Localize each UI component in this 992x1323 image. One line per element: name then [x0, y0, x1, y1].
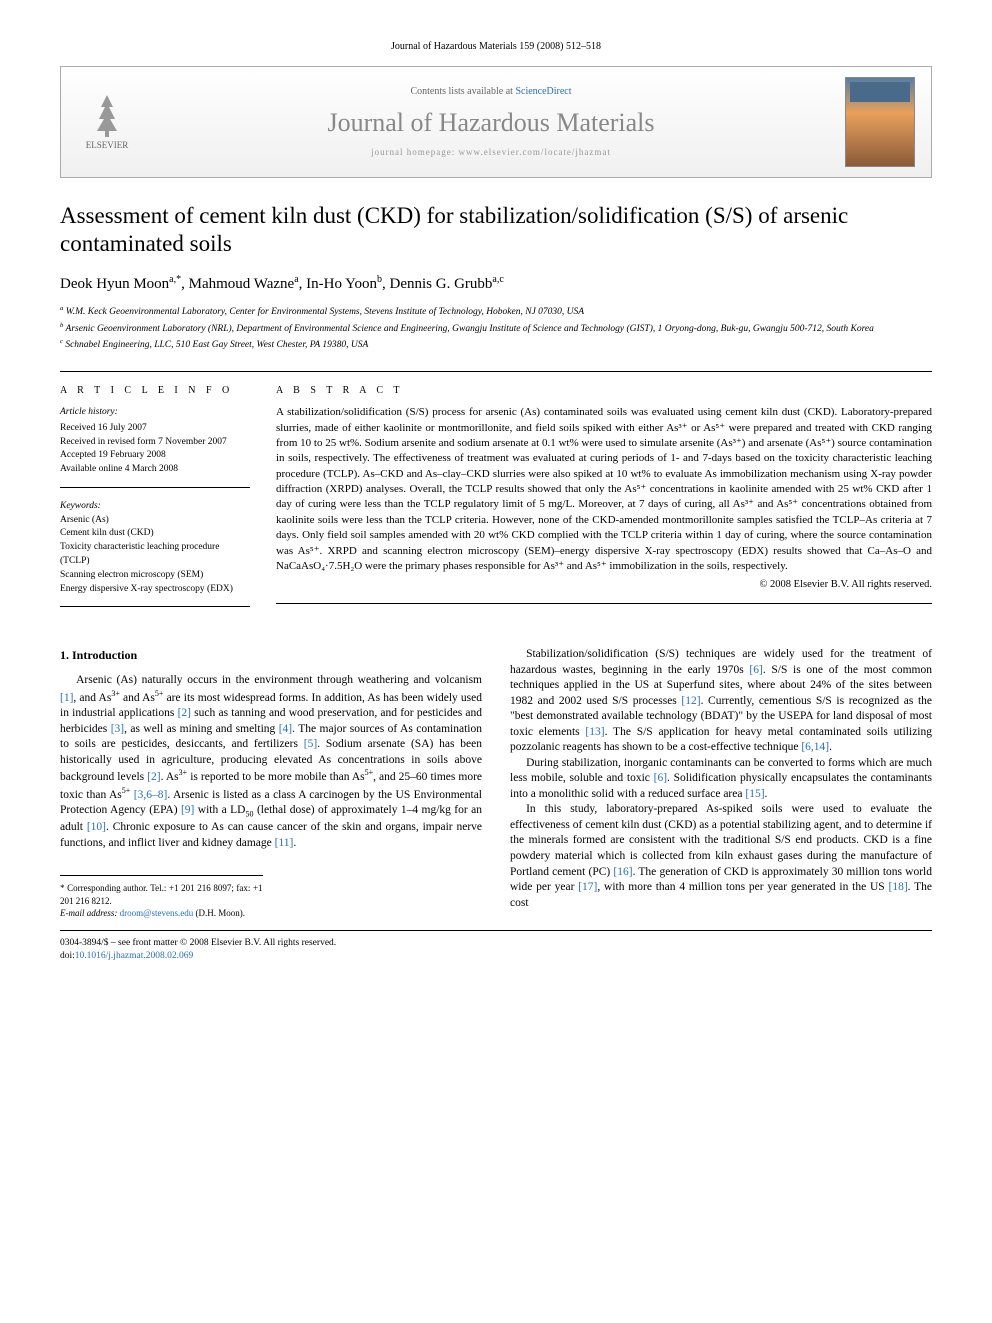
article-title: Assessment of cement kiln dust (CKD) for… [60, 202, 932, 260]
history-revised: Received in revised form 7 November 2007 [60, 436, 250, 450]
history-accepted: Accepted 19 February 2008 [60, 449, 250, 463]
email-line: E-mail address: droom@stevens.edu (D.H. … [60, 907, 263, 920]
abstract-heading: A B S T R A C T [276, 384, 932, 398]
article-history-block: Article history: Received 16 July 2007 R… [60, 406, 250, 488]
contents-prefix: Contents lists available at [410, 86, 515, 97]
journal-cover-thumbnail [845, 77, 915, 167]
body-column-right: Stabilization/solidification (S/S) techn… [510, 647, 932, 920]
elsevier-logo: ELSEVIER [77, 87, 137, 157]
info-abstract-row: A R T I C L E I N F O Article history: R… [60, 371, 932, 620]
ref-link[interactable]: [1] [60, 692, 73, 704]
article-info-heading: A R T I C L E I N F O [60, 384, 250, 399]
contents-banner: ELSEVIER Contents lists available at Sci… [60, 66, 932, 178]
ref-link[interactable]: [11] [275, 837, 294, 849]
header-citation: Journal of Hazardous Materials 159 (2008… [60, 40, 932, 54]
article-info-column: A R T I C L E I N F O Article history: R… [60, 384, 250, 620]
ref-link[interactable]: [13] [585, 726, 604, 738]
ref-link[interactable]: [17] [578, 881, 597, 893]
section-1-heading: 1. Introduction [60, 647, 482, 663]
doi-line: doi:10.1016/j.jhazmat.2008.02.069 [60, 950, 336, 963]
elsevier-tree-icon [87, 91, 127, 139]
keywords-block: Keywords: Arsenic (As) Cement kiln dust … [60, 500, 250, 607]
history-online: Available online 4 March 2008 [60, 463, 250, 477]
ref-link[interactable]: [5] [304, 738, 317, 750]
footer-left: 0304-3894/$ – see front matter © 2008 El… [60, 937, 336, 963]
journal-title: Journal of Hazardous Materials [153, 105, 829, 140]
history-label: Article history: [60, 406, 250, 420]
keyword-item: Arsenic (As) [60, 514, 250, 528]
banner-center: Contents lists available at ScienceDirec… [153, 85, 829, 158]
affiliations: a W.M. Keck Geoenvironmental Laboratory,… [60, 304, 932, 352]
affiliation-b: b Arsenic Geoenvironment Laboratory (NRL… [60, 321, 932, 336]
body-column-left: 1. Introduction Arsenic (As) naturally o… [60, 647, 482, 920]
ref-link[interactable]: [10] [87, 821, 106, 833]
footnotes: * Corresponding author. Tel.: +1 201 216… [60, 875, 263, 920]
ref-link[interactable]: [16] [613, 866, 632, 878]
authors-line: Deok Hyun Moona,*, Mahmoud Waznea, In-Ho… [60, 273, 932, 294]
affiliation-c: c Schnabel Engineering, LLC, 510 East Ga… [60, 337, 932, 352]
keyword-item: Scanning electron microscopy (SEM) [60, 569, 250, 583]
journal-homepage: journal homepage: www.elsevier.com/locat… [153, 146, 829, 158]
keyword-item: Toxicity characteristic leaching procedu… [60, 541, 250, 569]
keyword-item: Energy dispersive X-ray spectroscopy (ED… [60, 583, 250, 597]
abstract-text: A stabilization/solidification (S/S) pro… [276, 405, 932, 604]
ref-link[interactable]: [3,6–8] [134, 789, 168, 801]
ref-link[interactable]: [15] [745, 788, 764, 800]
ref-link[interactable]: [9] [181, 804, 194, 816]
email-link[interactable]: droom@stevens.edu [120, 908, 194, 918]
ref-link[interactable]: [12] [681, 695, 700, 707]
ref-link[interactable]: [4] [279, 723, 292, 735]
ref-link[interactable]: [2] [147, 771, 160, 783]
abstract-column: A B S T R A C T A stabilization/solidifi… [276, 384, 932, 620]
affiliation-a: a W.M. Keck Geoenvironmental Laboratory,… [60, 304, 932, 319]
history-received: Received 16 July 2007 [60, 422, 250, 436]
ref-link[interactable]: [6] [749, 664, 762, 676]
publisher-name: ELSEVIER [86, 139, 129, 151]
doi-link[interactable]: 10.1016/j.jhazmat.2008.02.069 [75, 951, 193, 961]
sciencedirect-link[interactable]: ScienceDirect [515, 86, 571, 97]
keyword-item: Cement kiln dust (CKD) [60, 527, 250, 541]
ref-link[interactable]: [3] [111, 723, 124, 735]
main-body-columns: 1. Introduction Arsenic (As) naturally o… [60, 647, 932, 920]
body-paragraph: In this study, laboratory-prepared As-sp… [510, 802, 932, 911]
ref-link[interactable]: [18] [888, 881, 907, 893]
ref-link[interactable]: [2] [178, 707, 191, 719]
keywords-label: Keywords: [60, 500, 250, 514]
ref-link[interactable]: [6,14] [801, 741, 829, 753]
corresponding-author-note: * Corresponding author. Tel.: +1 201 216… [60, 882, 263, 907]
body-paragraph: Arsenic (As) naturally occurs in the env… [60, 673, 482, 851]
contents-lists-line: Contents lists available at ScienceDirec… [153, 85, 829, 99]
footer-line: 0304-3894/$ – see front matter © 2008 El… [60, 930, 932, 963]
body-paragraph: During stabilization, inorganic contamin… [510, 756, 932, 803]
ref-link[interactable]: [6] [654, 772, 667, 784]
copyright-line: © 2008 Elsevier B.V. All rights reserved… [276, 578, 932, 593]
body-paragraph: Stabilization/solidification (S/S) techn… [510, 647, 932, 756]
